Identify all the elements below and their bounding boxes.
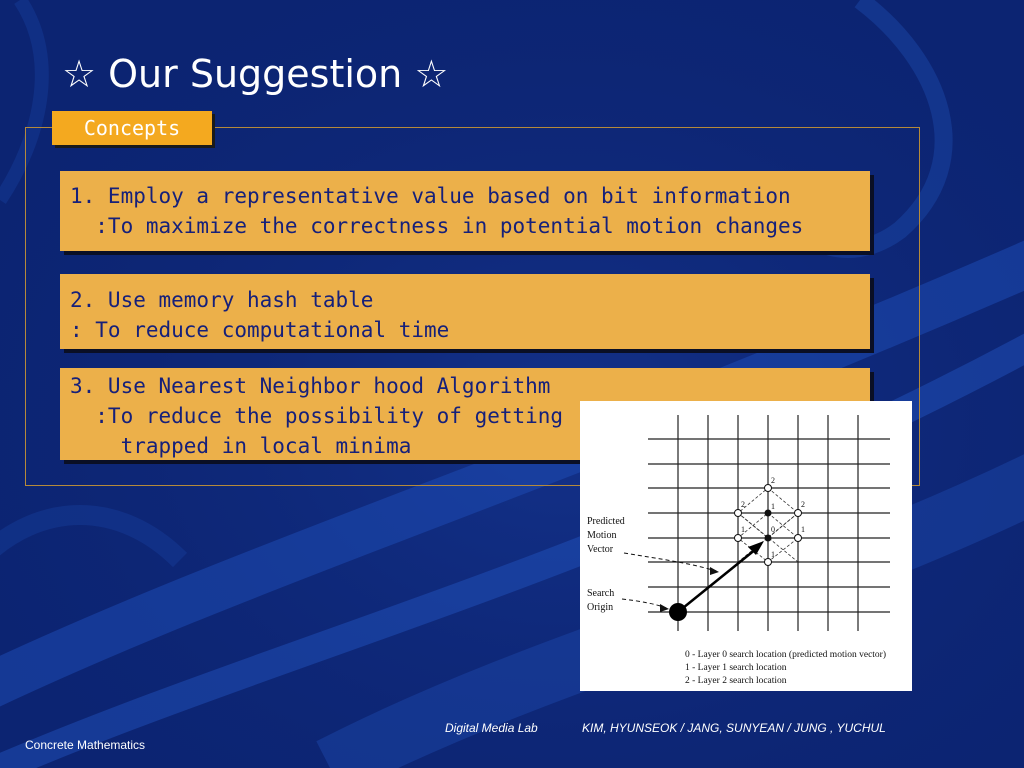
layer-1-node (734, 534, 742, 542)
search-origin-label: Search Origin (587, 587, 614, 615)
concept-3-line-2: :To reduce the possibility of getting (70, 404, 564, 428)
origin-leader-arrowhead (660, 604, 669, 612)
layer-1-node (794, 534, 802, 542)
concept-1-line-1: 1. Employ a representative value based o… (70, 184, 791, 208)
concept-box-2: 2. Use memory hash table : To reduce com… (60, 274, 870, 349)
concept-3-line-1: 3. Use Nearest Neighbor hood Algorithm (70, 374, 551, 398)
pmv-label-line-1: Predicted (587, 516, 625, 527)
figure-legend: 0 - Layer 0 search location (predicted m… (685, 649, 886, 688)
node-number: 2 (741, 500, 745, 509)
motion-vector-arrow (677, 548, 757, 613)
concept-1-line-2: :To maximize the correctness in potentia… (70, 214, 804, 238)
predicted-motion-vector-label: Predicted Motion Vector (587, 515, 625, 557)
origin-label-leader (621, 598, 667, 609)
node-number: 2 (801, 500, 805, 509)
concept-2-line-2: : To reduce computational time (70, 318, 450, 342)
predicted-motion-node (764, 534, 772, 542)
layer-0-node (764, 509, 772, 517)
slide-title: ☆ Our Suggestion ☆ (62, 52, 449, 96)
motion-vector-arrowhead (748, 541, 764, 555)
legend-layer-1: 1 - Layer 1 search location (685, 663, 787, 673)
layer-2-diamond (737, 487, 799, 539)
legend-layer-0: 0 - Layer 0 search location (predicted m… (685, 650, 886, 660)
vector-label-leader (623, 552, 717, 572)
pmv-label-line-3: Vector (587, 544, 614, 555)
pmv-label-line-2: Motion (587, 530, 617, 541)
node-number: 1 (771, 502, 775, 511)
legend-layer-2: 2 - Layer 2 search location (685, 676, 787, 686)
origin-label-line-1: Search (587, 588, 615, 599)
diamond-diagonal (737, 512, 799, 563)
origin-label-line-2: Origin (587, 602, 614, 613)
node-number: 2 (771, 476, 775, 485)
footer-lab: Digital Media Lab (445, 721, 538, 735)
search-diagram: 2 2 2 1 1 0 1 1 Predicted Motion Vector … (580, 401, 912, 691)
footer-course: Concrete Mathematics (25, 738, 146, 752)
concept-2-line-1: 2. Use memory hash table (70, 288, 374, 312)
layer-2-node (794, 509, 802, 517)
footer-authors: KIM, HYUNSEOK / JANG, SUNYEAN / JUNG , Y… (582, 721, 886, 735)
layer-2-node (734, 509, 742, 517)
node-number: 1 (771, 550, 775, 559)
concepts-tab: Concepts (52, 111, 212, 145)
node-number: 1 (801, 525, 805, 534)
concepts-panel (25, 127, 920, 486)
node-number: 1 (741, 525, 745, 534)
layer-2-node (764, 484, 772, 492)
concept-3-line-3: trapped in local minima (70, 434, 412, 458)
vector-leader-arrowhead (710, 567, 719, 575)
node-number: 0 (771, 525, 775, 534)
concept-box-1: 1. Employ a representative value based o… (60, 171, 870, 251)
search-grid-diagram: 2 2 2 1 1 0 1 1 (621, 415, 890, 631)
layer-1-node (764, 558, 772, 566)
diamond-diagonal (737, 512, 799, 563)
